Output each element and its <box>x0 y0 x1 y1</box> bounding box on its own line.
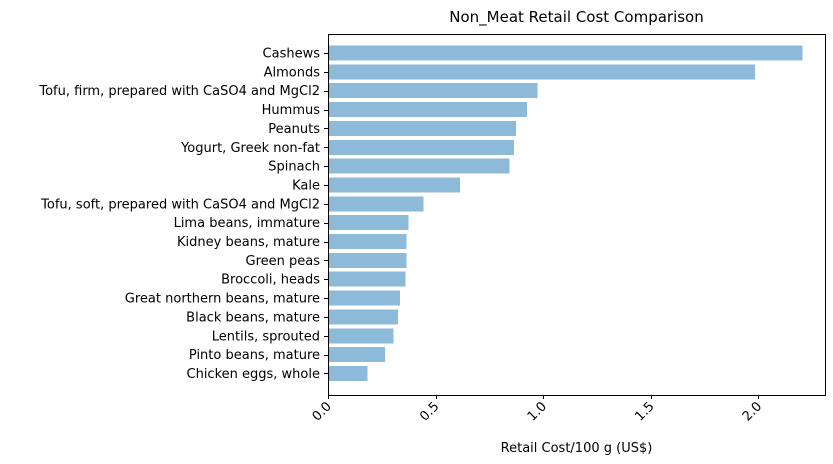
bars-group <box>329 45 803 381</box>
bar <box>329 234 407 249</box>
x-tick-label: 0.0 <box>310 399 335 424</box>
bar <box>329 139 515 155</box>
chart-title: Non_Meat Retail Cost Comparison <box>449 8 704 27</box>
bar <box>329 196 424 212</box>
bar <box>329 290 400 306</box>
x-tick-label: 1.5 <box>632 399 657 424</box>
category-label: Kidney beans, mature <box>177 235 320 250</box>
x-axis-label: Retail Cost/100 g (US$) <box>501 441 653 456</box>
category-label: Peanuts <box>268 122 320 137</box>
category-label: Lima beans, immature <box>174 216 320 231</box>
x-ticks-group: 0.0 0.5 1.0 1.5 2.0 <box>310 395 765 424</box>
bar <box>329 347 385 363</box>
bar <box>329 158 510 174</box>
bar <box>329 102 527 118</box>
x-tick-label: 1.0 <box>525 399 550 424</box>
bar <box>329 309 398 325</box>
category-labels-group: Cashews Almonds Tofu, firm, prepared with … <box>38 47 328 382</box>
bar <box>329 45 803 61</box>
plot-frame <box>328 34 826 396</box>
category-label: Broccoli, heads <box>221 273 320 288</box>
bar <box>329 252 407 268</box>
category-label: Chicken eggs, whole <box>187 367 321 382</box>
category-label: Almonds <box>264 65 321 80</box>
bar <box>329 83 538 99</box>
bar <box>329 271 406 287</box>
category-label: Black beans, mature <box>186 310 320 325</box>
category-label: Green peas <box>246 254 321 269</box>
x-tick-label: 0.5 <box>417 399 442 424</box>
category-label: Yogurt, Greek non-fat <box>180 141 320 156</box>
category-label: Pinto beans, mature <box>189 348 320 363</box>
bar <box>329 328 394 344</box>
category-label: Cashews <box>263 47 321 62</box>
category-label: Spinach <box>268 160 320 175</box>
category-label: Lentils, sprouted <box>212 329 320 344</box>
bar <box>329 120 517 136</box>
category-label: Great northern beans, mature <box>125 292 320 307</box>
bar <box>329 365 368 381</box>
category-label: Hummus <box>262 103 321 118</box>
bar <box>329 177 461 193</box>
x-tick-label: 2.0 <box>740 399 765 424</box>
category-label: Tofu, soft, prepared with CaSO4 and MgCl… <box>40 197 320 212</box>
bar <box>329 215 409 231</box>
category-label: Tofu, firm, prepared with CaSO4 and MgCl… <box>38 84 320 99</box>
category-label: Kale <box>292 178 320 193</box>
bar <box>329 64 755 80</box>
